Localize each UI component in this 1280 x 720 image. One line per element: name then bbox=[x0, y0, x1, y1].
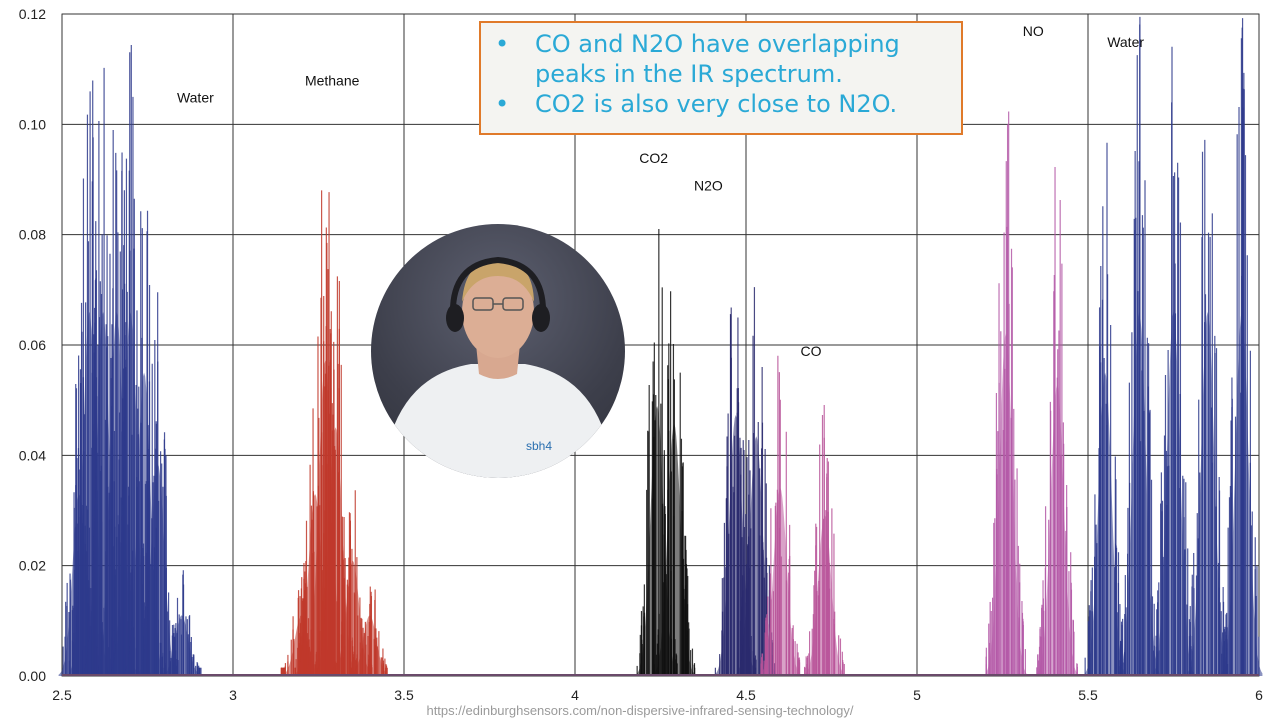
series-water bbox=[1084, 16, 1263, 676]
chart-series bbox=[58, 16, 1263, 676]
y-tick-label: 0.10 bbox=[19, 116, 46, 132]
callout-text-2: CO2 is also very close to N2O. bbox=[535, 90, 898, 118]
x-tick-label: 2.5 bbox=[52, 687, 72, 703]
x-tick-label: 4.5 bbox=[736, 687, 756, 703]
peak-band bbox=[1118, 311, 1160, 676]
x-tick-label: 4 bbox=[571, 687, 579, 703]
peak-band bbox=[653, 424, 695, 676]
y-tick-label: 0.02 bbox=[19, 558, 46, 574]
peak-band bbox=[349, 615, 391, 676]
x-tick-label: 3 bbox=[229, 687, 237, 703]
x-tick-label: 5 bbox=[913, 687, 921, 703]
webcam-overlay: sbh4 bbox=[371, 224, 625, 478]
peak-label: Water bbox=[177, 89, 214, 105]
peak-band bbox=[1221, 311, 1263, 676]
x-tick-label: 5.5 bbox=[1078, 687, 1098, 703]
source-url: https://edinburghsensors.com/non-dispers… bbox=[426, 703, 854, 718]
callout-bullet-1: • CO and N2O have overlapping peaks in th… bbox=[493, 29, 951, 89]
y-tick-label: 0.04 bbox=[19, 447, 46, 463]
bullet-icon: • bbox=[495, 30, 510, 58]
peak-band bbox=[804, 515, 846, 676]
peak-labels: Water Methane CO2 N2O CO NO Water bbox=[177, 23, 1144, 359]
peak-band bbox=[1152, 311, 1195, 676]
callout-bullet-2: • CO2 is also very close to N2O. bbox=[493, 89, 951, 119]
x-tick-label: 3.5 bbox=[394, 687, 414, 703]
callout-list: • CO and N2O have overlapping peaks in th… bbox=[493, 29, 951, 119]
y-tick-label: 0.00 bbox=[19, 668, 46, 684]
peak-band bbox=[985, 333, 1027, 676]
presenter-icon: sbh4 bbox=[391, 256, 605, 478]
peak-label: CO bbox=[800, 343, 821, 359]
callout-box: • CO and N2O have overlapping peaks in th… bbox=[479, 21, 963, 135]
peak-band bbox=[759, 487, 801, 676]
x-tick-label: 6 bbox=[1255, 687, 1263, 703]
peak-band bbox=[161, 615, 203, 676]
chart-axes: 2.5 3 3.5 4 4.5 5 5.5 6 0.00 0.02 0.04 0.06 0.08 0.10… bbox=[19, 6, 1263, 703]
series-methane bbox=[280, 190, 391, 676]
peak-label: N2O bbox=[694, 178, 723, 194]
peak-band bbox=[1187, 311, 1229, 676]
y-tick-label: 0.08 bbox=[19, 227, 46, 243]
peak-band bbox=[137, 463, 179, 676]
shirt-logo: sbh4 bbox=[526, 439, 552, 453]
peak-label: Water bbox=[1107, 34, 1144, 50]
peak-band bbox=[1084, 372, 1126, 676]
bullet-icon: • bbox=[495, 90, 510, 118]
series-co2 bbox=[636, 228, 696, 676]
peak-label: NO bbox=[1023, 23, 1044, 39]
callout-text-1: CO and N2O have overlapping peaks in the… bbox=[535, 30, 900, 88]
series-water bbox=[58, 45, 203, 676]
y-tick-label: 0.06 bbox=[19, 337, 46, 353]
series-no bbox=[985, 111, 1078, 676]
series-co bbox=[759, 355, 846, 676]
peak-label: Methane bbox=[305, 73, 360, 89]
y-tick-label: 0.12 bbox=[19, 6, 46, 22]
peak-band bbox=[1036, 384, 1078, 676]
peak-label: CO2 bbox=[639, 150, 668, 166]
